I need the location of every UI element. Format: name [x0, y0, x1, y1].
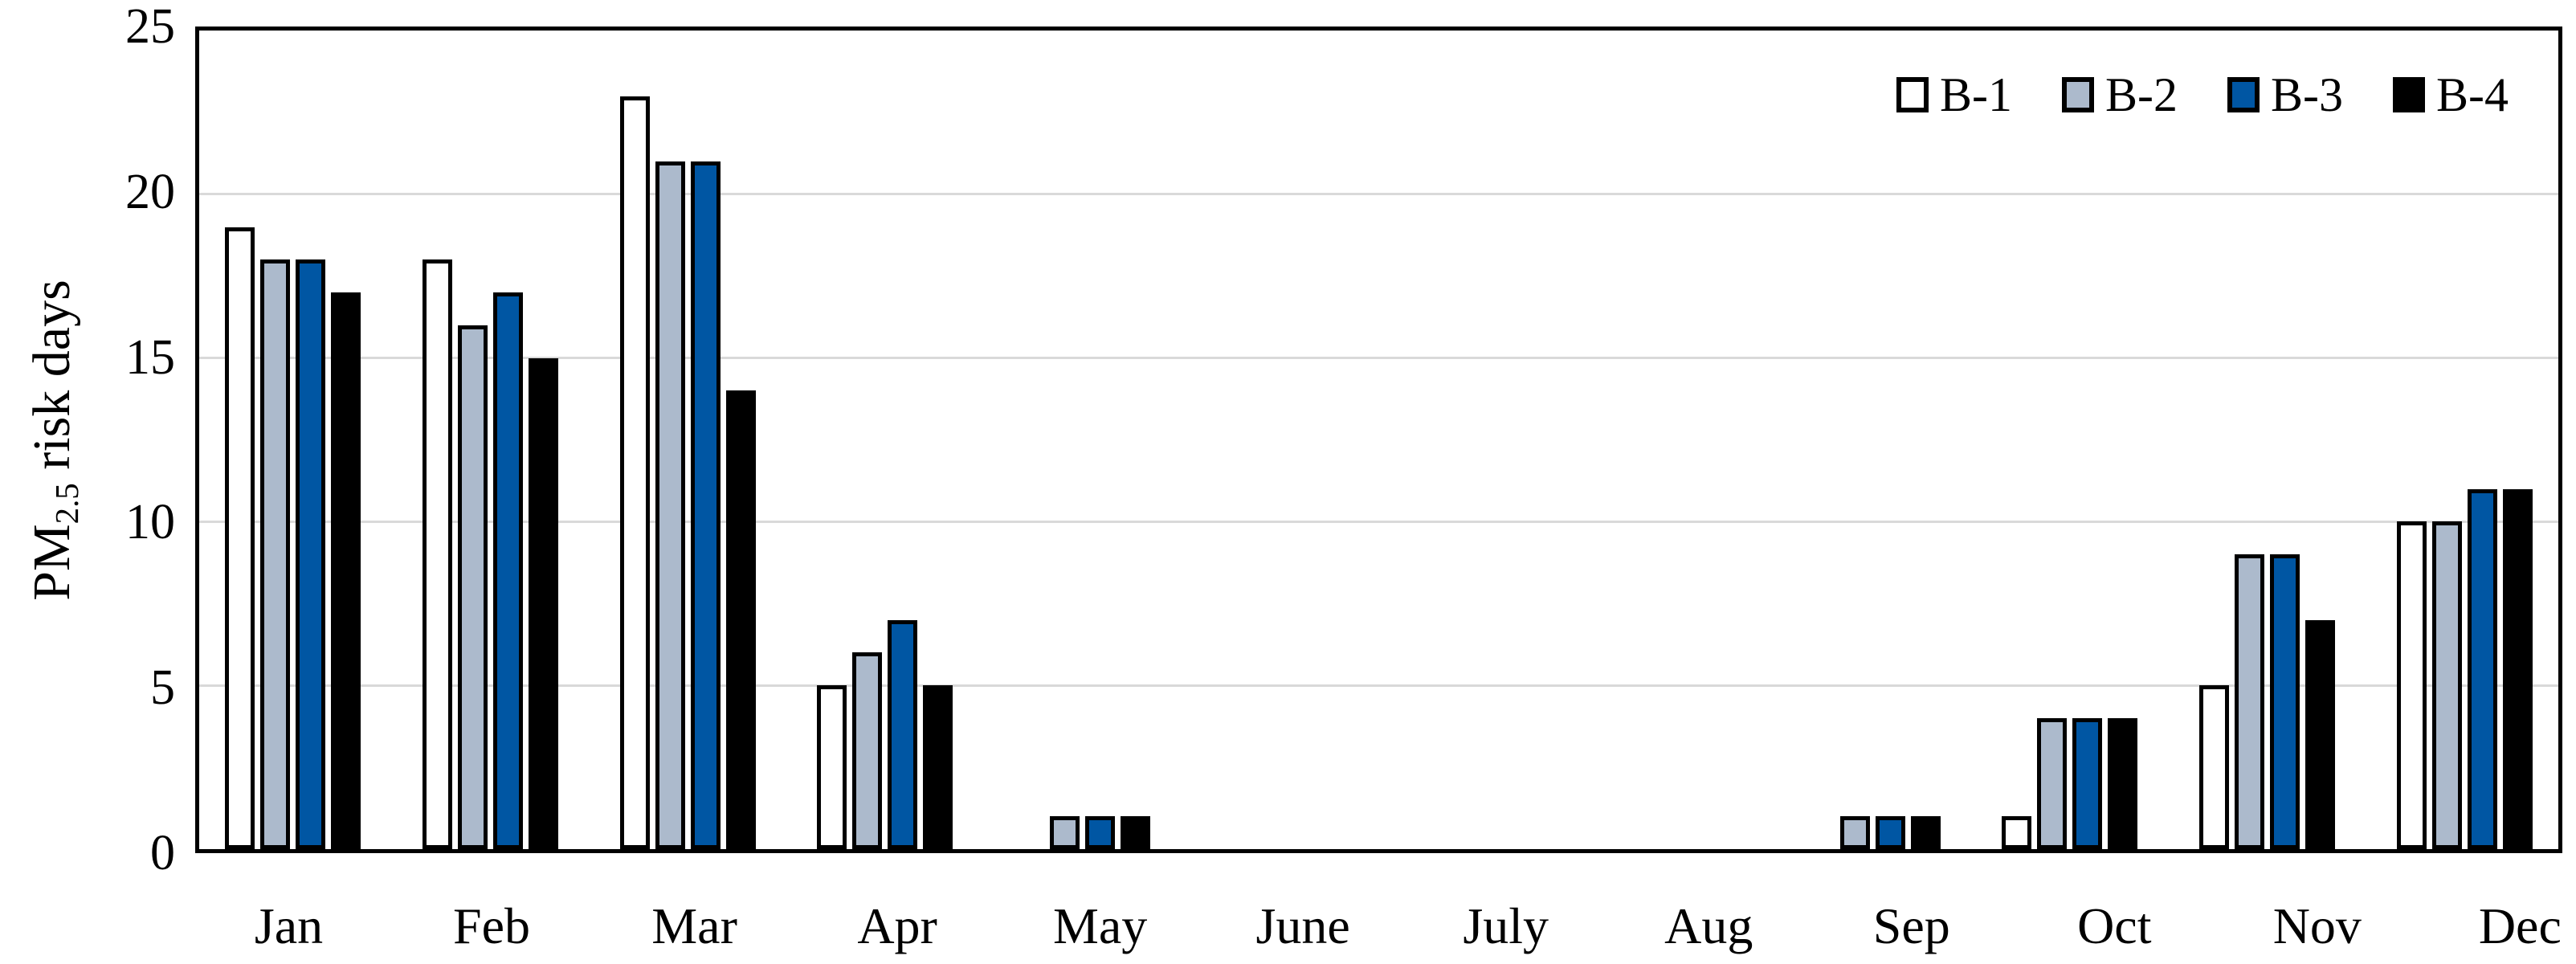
bar-sep-b-2 — [1839, 816, 1870, 849]
gridline-15 — [199, 357, 2558, 360]
bar-group-jan — [225, 31, 361, 849]
legend: B-1 B-2 B-3 B-4 — [1896, 71, 2509, 119]
gridlines — [199, 31, 2558, 849]
bar-dec-b-3 — [2467, 488, 2497, 849]
legend-swatch-b-4 — [2393, 77, 2425, 112]
legend-swatch-b-2 — [2062, 77, 2094, 112]
x-tick-label-oct: Oct — [2077, 897, 2152, 954]
bar-group-dec — [2396, 31, 2533, 849]
bar-mar-b-1 — [619, 96, 650, 849]
y-tick-label-25: 25 — [125, 0, 175, 54]
bar-apr-b-3 — [888, 619, 918, 849]
y-tick-label-5: 5 — [150, 660, 175, 716]
x-tick-label-apr: Apr — [857, 897, 937, 954]
bar-feb-b-2 — [457, 325, 488, 849]
bar-jan-b-2 — [260, 259, 290, 849]
bar-mar-b-3 — [690, 161, 721, 849]
bar-sep-b-3 — [1875, 816, 1905, 849]
legend-item-b-1: B-1 — [1896, 71, 2012, 119]
bar-dec-b-4 — [2502, 488, 2533, 849]
bar-nov-b-3 — [2270, 554, 2300, 849]
y-tick-label-0: 0 — [150, 826, 175, 880]
legend-item-b-4: B-4 — [2393, 71, 2509, 119]
legend-swatch-b-3 — [2227, 77, 2260, 112]
y-axis-tick-labels: 0 5 10 15 20 25 — [0, 2, 175, 878]
x-tick-label-july: July — [1463, 897, 1549, 954]
plot-area: B-1 B-2 B-3 B-4 — [195, 27, 2562, 853]
bar-jan-b-3 — [296, 259, 325, 849]
bar-feb-b-4 — [528, 357, 558, 849]
bar-oct-b-3 — [2072, 717, 2103, 849]
x-axis-tick-labels: Jan Feb Mar Apr May June July Aug Sep Oct Nov Dec — [195, 898, 2576, 954]
bar-group-mar — [619, 31, 756, 849]
bar-may-b-3 — [1085, 816, 1116, 849]
bar-mar-b-2 — [655, 161, 685, 849]
x-tick-label-mar: Mar — [651, 897, 737, 954]
bar-group-june — [1212, 31, 1348, 849]
legend-item-b-3: B-3 — [2227, 71, 2343, 119]
bar-group-july — [1410, 31, 1545, 849]
x-tick-label-jan: Jan — [254, 897, 324, 954]
x-tick-label-nov: Nov — [2272, 897, 2362, 954]
bar-may-b-4 — [1121, 816, 1151, 849]
bar-oct-b-2 — [2037, 717, 2068, 849]
bar-apr-b-4 — [923, 685, 953, 849]
y-tick-label-15: 15 — [125, 329, 175, 385]
bar-feb-b-1 — [422, 259, 452, 849]
bar-sep-b-4 — [1910, 816, 1941, 849]
legend-swatch-b-1 — [1896, 77, 1929, 112]
bar-dec-b-2 — [2431, 521, 2462, 849]
x-tick-label-may: May — [1052, 897, 1148, 954]
bar-jan-b-1 — [225, 227, 255, 849]
bar-dec-b-1 — [2396, 521, 2427, 849]
x-tick-label-dec: Dec — [2478, 897, 2562, 954]
bar-group-oct — [2002, 31, 2138, 849]
x-tick-label-feb: Feb — [453, 897, 531, 954]
bar-oct-b-1 — [2002, 816, 2032, 849]
bar-group-apr — [817, 31, 953, 849]
bar-group-aug — [1607, 31, 1743, 849]
y-tick-label-20: 20 — [125, 164, 175, 219]
x-tick-label-june: June — [1255, 897, 1350, 954]
y-tick-label-10: 10 — [125, 495, 175, 550]
legend-label-b-4: B-4 — [2436, 68, 2509, 121]
bar-oct-b-4 — [2108, 717, 2138, 849]
bar-group-sep — [1805, 31, 1941, 849]
bar-feb-b-3 — [492, 292, 523, 849]
bar-apr-b-2 — [852, 652, 883, 849]
legend-label-b-2: B-2 — [2105, 68, 2178, 121]
bar-nov-b-1 — [2199, 685, 2230, 849]
x-tick-label-sep: Sep — [1872, 897, 1950, 954]
gridline-10 — [199, 520, 2558, 523]
bar-groups — [199, 31, 2558, 849]
bar-may-b-2 — [1050, 816, 1080, 849]
bar-nov-b-4 — [2305, 619, 2336, 849]
legend-label-b-1: B-1 — [1940, 68, 2012, 121]
bar-apr-b-1 — [817, 685, 847, 849]
bar-nov-b-2 — [2235, 554, 2265, 849]
legend-label-b-3: B-3 — [2271, 68, 2343, 121]
legend-item-b-2: B-2 — [2062, 71, 2178, 119]
bar-jan-b-4 — [331, 292, 361, 849]
bar-group-feb — [422, 31, 558, 849]
bar-group-nov — [2199, 31, 2336, 849]
bar-group-may — [1014, 31, 1151, 849]
gridline-20 — [199, 193, 2558, 196]
bar-mar-b-4 — [725, 390, 756, 849]
gridline-5 — [199, 684, 2558, 687]
x-tick-label-aug: Aug — [1664, 897, 1753, 954]
